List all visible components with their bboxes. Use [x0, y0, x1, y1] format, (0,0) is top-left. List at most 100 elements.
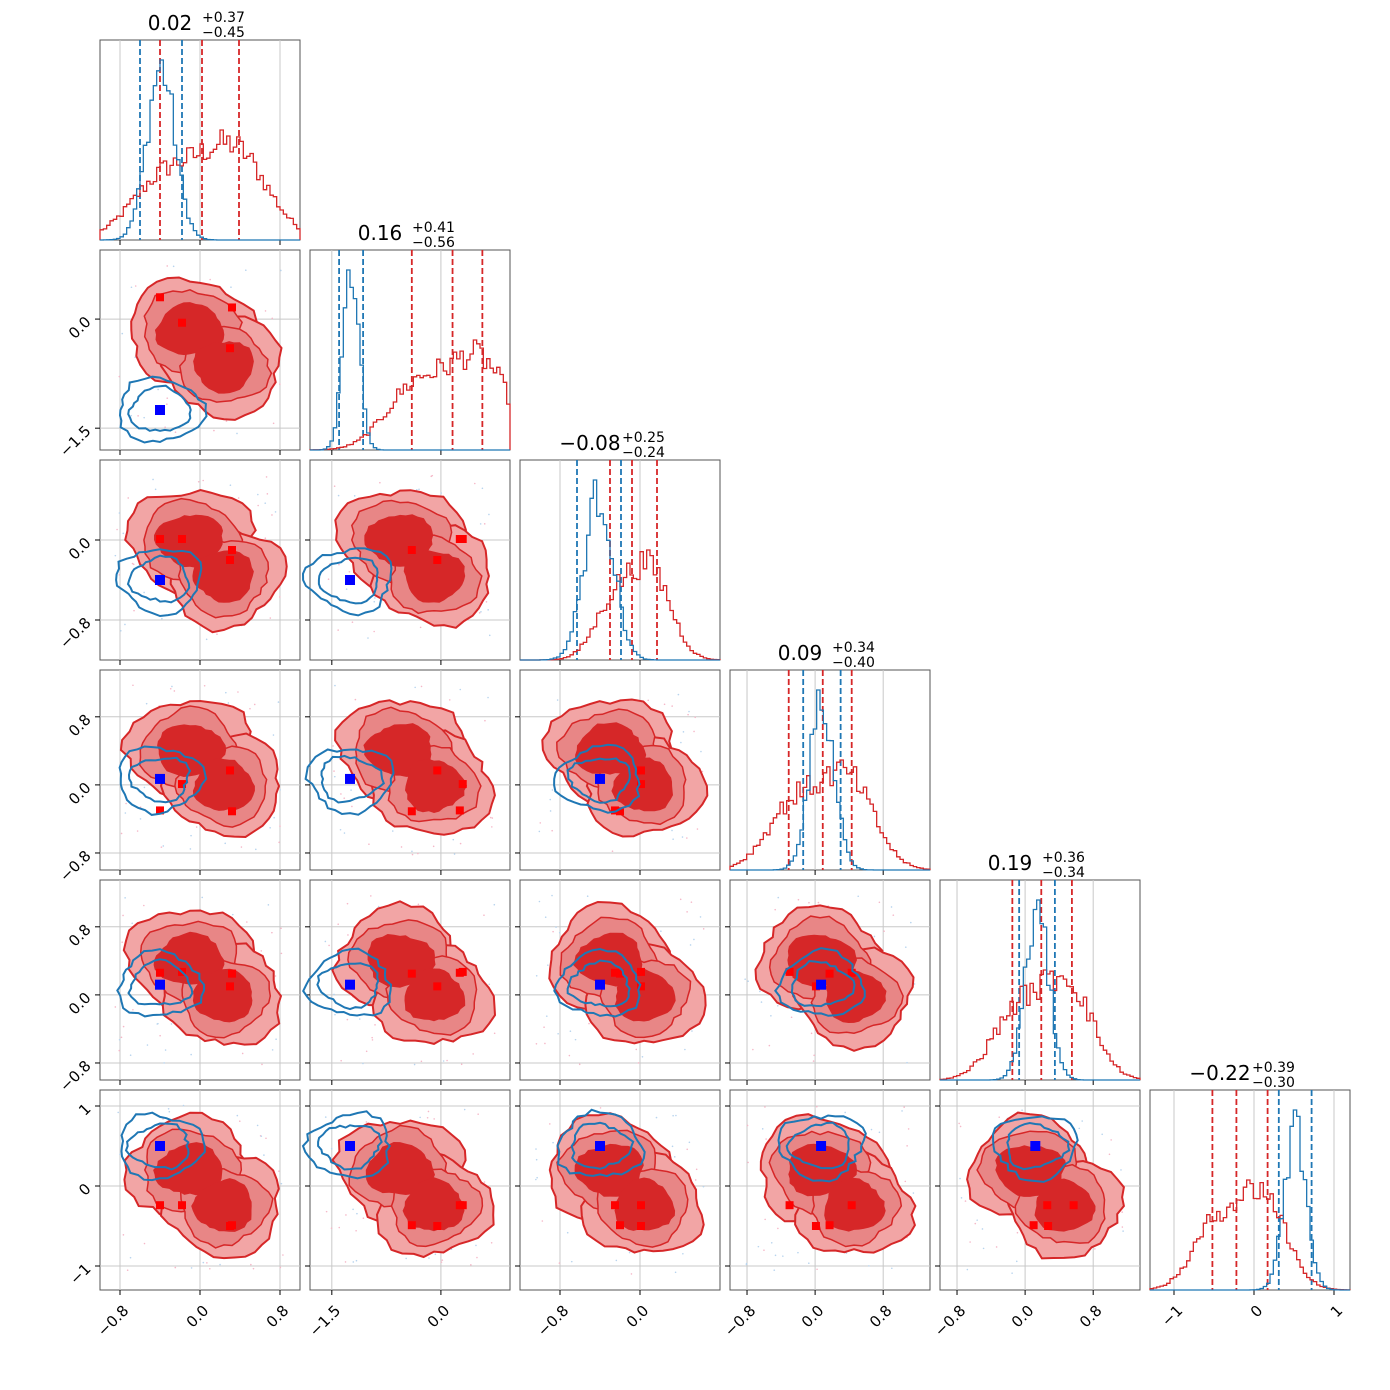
sample-point: [154, 488, 157, 491]
sample-point: [131, 922, 133, 925]
sample-point: [274, 975, 277, 977]
sample-point: [241, 1052, 244, 1055]
red-marker: [156, 293, 164, 302]
blue-contour-outer: [116, 948, 206, 1018]
sample-point: [136, 830, 139, 832]
red-marker: [226, 344, 234, 353]
sample-point: [892, 914, 895, 916]
sample-point: [332, 745, 334, 747]
red-marker: [616, 807, 624, 816]
y-tick-label: −0.8: [56, 847, 94, 885]
red-marker: [407, 807, 416, 816]
blue-contour-inner: [126, 554, 191, 604]
x-tick-label: −0.8: [721, 1302, 759, 1340]
sample-point: [797, 898, 800, 901]
blue-marker: [816, 979, 827, 990]
sample-point: [535, 1043, 538, 1045]
sample-point: [167, 1107, 170, 1110]
blue-contour-inner: [127, 958, 194, 1006]
sample-point: [238, 1120, 241, 1123]
sample-point: [773, 1269, 776, 1271]
hist-step-line: [940, 899, 1140, 1081]
sample-point: [122, 1234, 125, 1236]
red-marker: [228, 969, 236, 978]
sample-point: [266, 493, 269, 495]
blue-contour-outer: [556, 1108, 646, 1178]
y-tick-label: 0: [75, 1180, 94, 1199]
sample-point: [190, 1053, 192, 1056]
sample-point: [812, 1060, 815, 1062]
sample-point: [904, 1180, 907, 1183]
title-upper-error: +0.25: [622, 430, 665, 446]
sample-point: [225, 691, 227, 694]
sample-point: [539, 822, 542, 824]
sample-point: [340, 1059, 342, 1062]
sample-point: [264, 502, 267, 504]
red-contour-inner: [192, 968, 253, 1023]
blue-contour-outer: [120, 1111, 206, 1182]
panel-frame: [1149, 1089, 1351, 1291]
sample-point: [340, 793, 342, 795]
sample-point: [764, 1218, 766, 1221]
sample-point: [686, 911, 688, 913]
sample-point: [245, 269, 247, 271]
sample-point: [684, 1048, 686, 1051]
red-contour-inner: [403, 550, 466, 603]
red-contour-inner: [573, 932, 643, 987]
red-contour-inner: [154, 514, 223, 568]
sample-point: [146, 1044, 149, 1046]
red-contour-inner: [575, 722, 647, 775]
sample-point: [641, 1055, 644, 1058]
red-marker: [616, 1221, 624, 1230]
sample-point: [981, 1228, 984, 1230]
sample-point: [120, 832, 123, 835]
sample-point: [209, 278, 211, 281]
sample-point: [379, 481, 381, 484]
x-tick-label: −0.8: [94, 1302, 132, 1340]
sample-point: [431, 474, 434, 477]
hist-step-line: [730, 689, 930, 871]
sample-point: [777, 896, 780, 899]
red-marker: [433, 766, 442, 775]
sample-point: [702, 928, 705, 930]
sample-point: [260, 1135, 263, 1137]
sample-point: [143, 1242, 146, 1245]
sample-point: [206, 1262, 208, 1264]
sample-point: [126, 1269, 129, 1272]
red-marker: [458, 967, 467, 976]
sample-point: [693, 730, 695, 733]
sample-point: [118, 1049, 121, 1052]
sample-point: [117, 1111, 119, 1114]
sample-point: [493, 1032, 496, 1035]
sample-point: [413, 1063, 416, 1066]
blue-contour-inner: [316, 962, 380, 1011]
title-upper-error: +0.37: [202, 10, 245, 26]
sample-point: [162, 1118, 164, 1120]
sample-point: [118, 574, 121, 576]
sample-point: [279, 383, 281, 385]
sample-point: [477, 1113, 479, 1115]
sample-point: [752, 1048, 754, 1051]
sample-point: [976, 1219, 978, 1221]
sample-point: [570, 1260, 573, 1263]
sample-point: [374, 597, 376, 599]
sample-point: [770, 1241, 773, 1244]
red-marker: [1043, 1201, 1052, 1210]
sample-point: [275, 1038, 277, 1041]
sample-point: [960, 1197, 963, 1199]
sample-point: [373, 600, 376, 603]
sample-point: [129, 1256, 132, 1259]
red-marker: [228, 1221, 236, 1230]
sample-point: [549, 1123, 551, 1125]
sample-point: [460, 1063, 463, 1066]
sample-point: [354, 698, 357, 701]
histogram-2-red: [309, 339, 511, 451]
x-tick-label: 0.0: [623, 1302, 653, 1332]
histogram-4-red: [729, 759, 931, 870]
sample-point: [448, 699, 451, 701]
sample-point: [264, 537, 267, 539]
red-marker: [1029, 1221, 1038, 1230]
x-tick-label: −1: [1158, 1302, 1186, 1330]
x-tick-label: 0.8: [866, 1302, 896, 1332]
